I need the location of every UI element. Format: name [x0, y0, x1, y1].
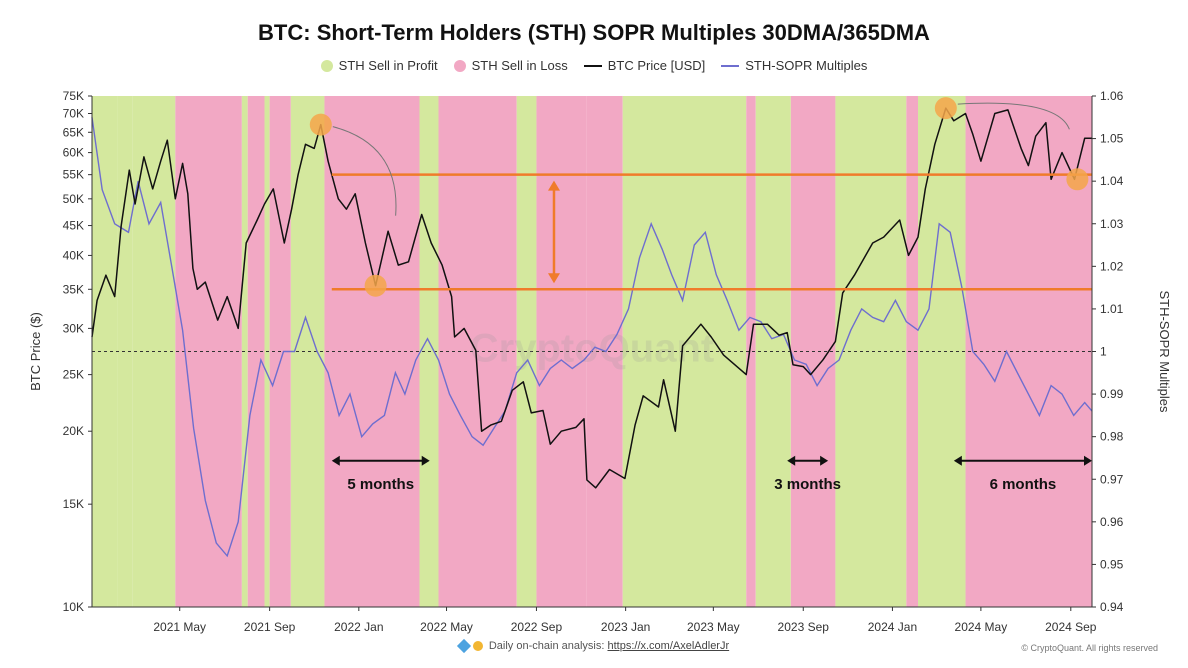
range-arrow-head-up [547, 180, 560, 191]
footer-link[interactable]: https://x.com/AxelAdlerJr [607, 640, 730, 652]
legend-item-profit: STH Sell in Profit [320, 58, 438, 73]
y-left-tick-label: 65K [63, 125, 84, 139]
y-right-tick-label: 0.98 [1100, 430, 1124, 444]
y-right-tick-label: 1.02 [1100, 259, 1124, 273]
legend-item-loss: STH Sell in Loss [453, 58, 568, 73]
legend-item-price: BTC Price [USD] [583, 58, 706, 73]
y-left-tick-label: 55K [63, 168, 84, 182]
annotation-arrow-head-right [1084, 455, 1092, 466]
annotation-arrow-head-left [331, 455, 340, 466]
y-right-tick-label: 0.96 [1100, 515, 1124, 529]
y-right-tick-label: 1 [1100, 345, 1107, 359]
connector-arc [957, 102, 1070, 130]
y-right-tick-label: 1.01 [1100, 302, 1124, 316]
x-tick-label: 2022 Jan [334, 620, 383, 634]
connector-arc [332, 126, 397, 216]
legend-swatch-sopr [721, 64, 740, 67]
legend-label-loss: STH Sell in Loss [471, 58, 568, 73]
y-left-tick-label: 30K [63, 321, 84, 335]
y-left-tick-label: 20K [63, 424, 84, 438]
x-tick-label: 2023 Jan [601, 620, 650, 634]
range-arrow-head-down [547, 273, 560, 284]
chart-title: BTC: Short-Term Holders (STH) SOPR Multi… [258, 20, 930, 45]
y-right-tick-label: 1.03 [1100, 217, 1124, 231]
highlight-point [309, 113, 332, 136]
y-left-tick-label: 75K [63, 89, 84, 103]
y-left-tick-label: 70K [63, 106, 84, 120]
y-left-tick-label: 60K [63, 146, 84, 160]
y-left-tick-label: 35K [63, 282, 84, 296]
x-tick-label: 2021 Sep [244, 620, 296, 634]
x-tick-label: 2024 Sep [1045, 620, 1097, 634]
annotation-label: 3 months [774, 476, 841, 493]
highlight-point [364, 274, 387, 297]
regime-band-profit [622, 96, 747, 607]
y-right-tick-label: 0.95 [1100, 557, 1124, 571]
legend-label-price: BTC Price [USD] [607, 58, 706, 73]
legend-swatch-profit [320, 59, 333, 72]
annotation-arrow-head-right [820, 455, 829, 466]
y-right-axis-title: STH-SOPR Multiples [1157, 290, 1172, 413]
x-tick-label: 2023 Sep [778, 620, 830, 634]
copyright: © CryptoQuant. All rights reserved [1021, 643, 1158, 653]
y-right-tick-label: 0.99 [1100, 387, 1124, 401]
y-right-tick-label: 0.94 [1100, 600, 1124, 614]
legend: STH Sell in Profit STH Sell in Loss BTC … [0, 58, 1188, 73]
x-tick-label: 2022 Sep [511, 620, 563, 634]
regime-band-profit [290, 96, 325, 607]
hands-icon [472, 641, 483, 652]
x-tick-label: 2024 May [955, 620, 1008, 634]
y-right-tick-label: 1.05 [1100, 132, 1124, 146]
footer-text: Daily on-chain analysis: [488, 640, 608, 652]
x-tick-label: 2021 May [153, 620, 206, 634]
regime-band-profit [835, 96, 907, 607]
y-left-tick-label: 10K [63, 600, 84, 614]
series-sopr-line [91, 117, 1093, 558]
y-right-tick-label: 1.04 [1100, 174, 1124, 188]
diamond-icon [456, 639, 471, 654]
regime-band-loss [906, 96, 919, 607]
regime-band-loss [746, 96, 756, 607]
y-left-tick-label: 45K [63, 219, 84, 233]
x-tick-label: 2022 May [420, 620, 473, 634]
legend-swatch-price [583, 64, 602, 67]
x-tick-label: 2023 May [687, 620, 740, 634]
y-left-tick-label: 25K [63, 368, 84, 382]
annotation-arrow-head-right [421, 455, 430, 466]
legend-label-sopr: STH-SOPR Multiples [745, 58, 868, 73]
highlight-point [1066, 168, 1089, 191]
highlight-point [934, 97, 957, 120]
y-left-tick-label: 40K [63, 248, 84, 262]
y-right-tick-label: 1.06 [1100, 89, 1124, 103]
series-price-line [91, 107, 1092, 489]
annotation-arrow-head-left [953, 455, 962, 466]
x-tick-label: 2024 Jan [868, 620, 917, 634]
y-left-tick-label: 50K [63, 192, 84, 206]
legend-swatch-loss [453, 59, 466, 72]
annotation-arrow-head-left [787, 455, 796, 466]
legend-label-profit: STH Sell in Profit [338, 58, 438, 73]
annotation-label: 6 months [990, 476, 1057, 493]
regime-band-profit [755, 96, 791, 607]
watermark: CryptoQuant [470, 327, 714, 371]
footer: Daily on-chain analysis: https://x.com/A… [0, 639, 1188, 654]
annotation-label: 5 months [347, 476, 414, 493]
legend-item-sopr: STH-SOPR Multiples [721, 58, 867, 73]
y-left-axis-title: BTC Price ($) [28, 312, 43, 391]
y-right-tick-label: 0.97 [1100, 472, 1124, 486]
y-left-tick-label: 15K [63, 497, 84, 511]
